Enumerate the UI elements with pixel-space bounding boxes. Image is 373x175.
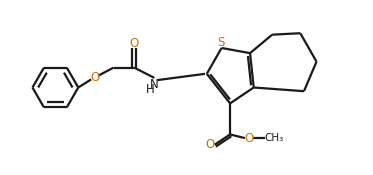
- Text: O: O: [90, 71, 99, 84]
- Text: CH₃: CH₃: [264, 133, 283, 143]
- Text: O: O: [206, 138, 215, 151]
- Text: H: H: [145, 83, 154, 96]
- Text: O: O: [244, 132, 254, 145]
- Text: N: N: [150, 78, 159, 91]
- Text: S: S: [217, 36, 224, 49]
- Text: O: O: [129, 37, 139, 50]
